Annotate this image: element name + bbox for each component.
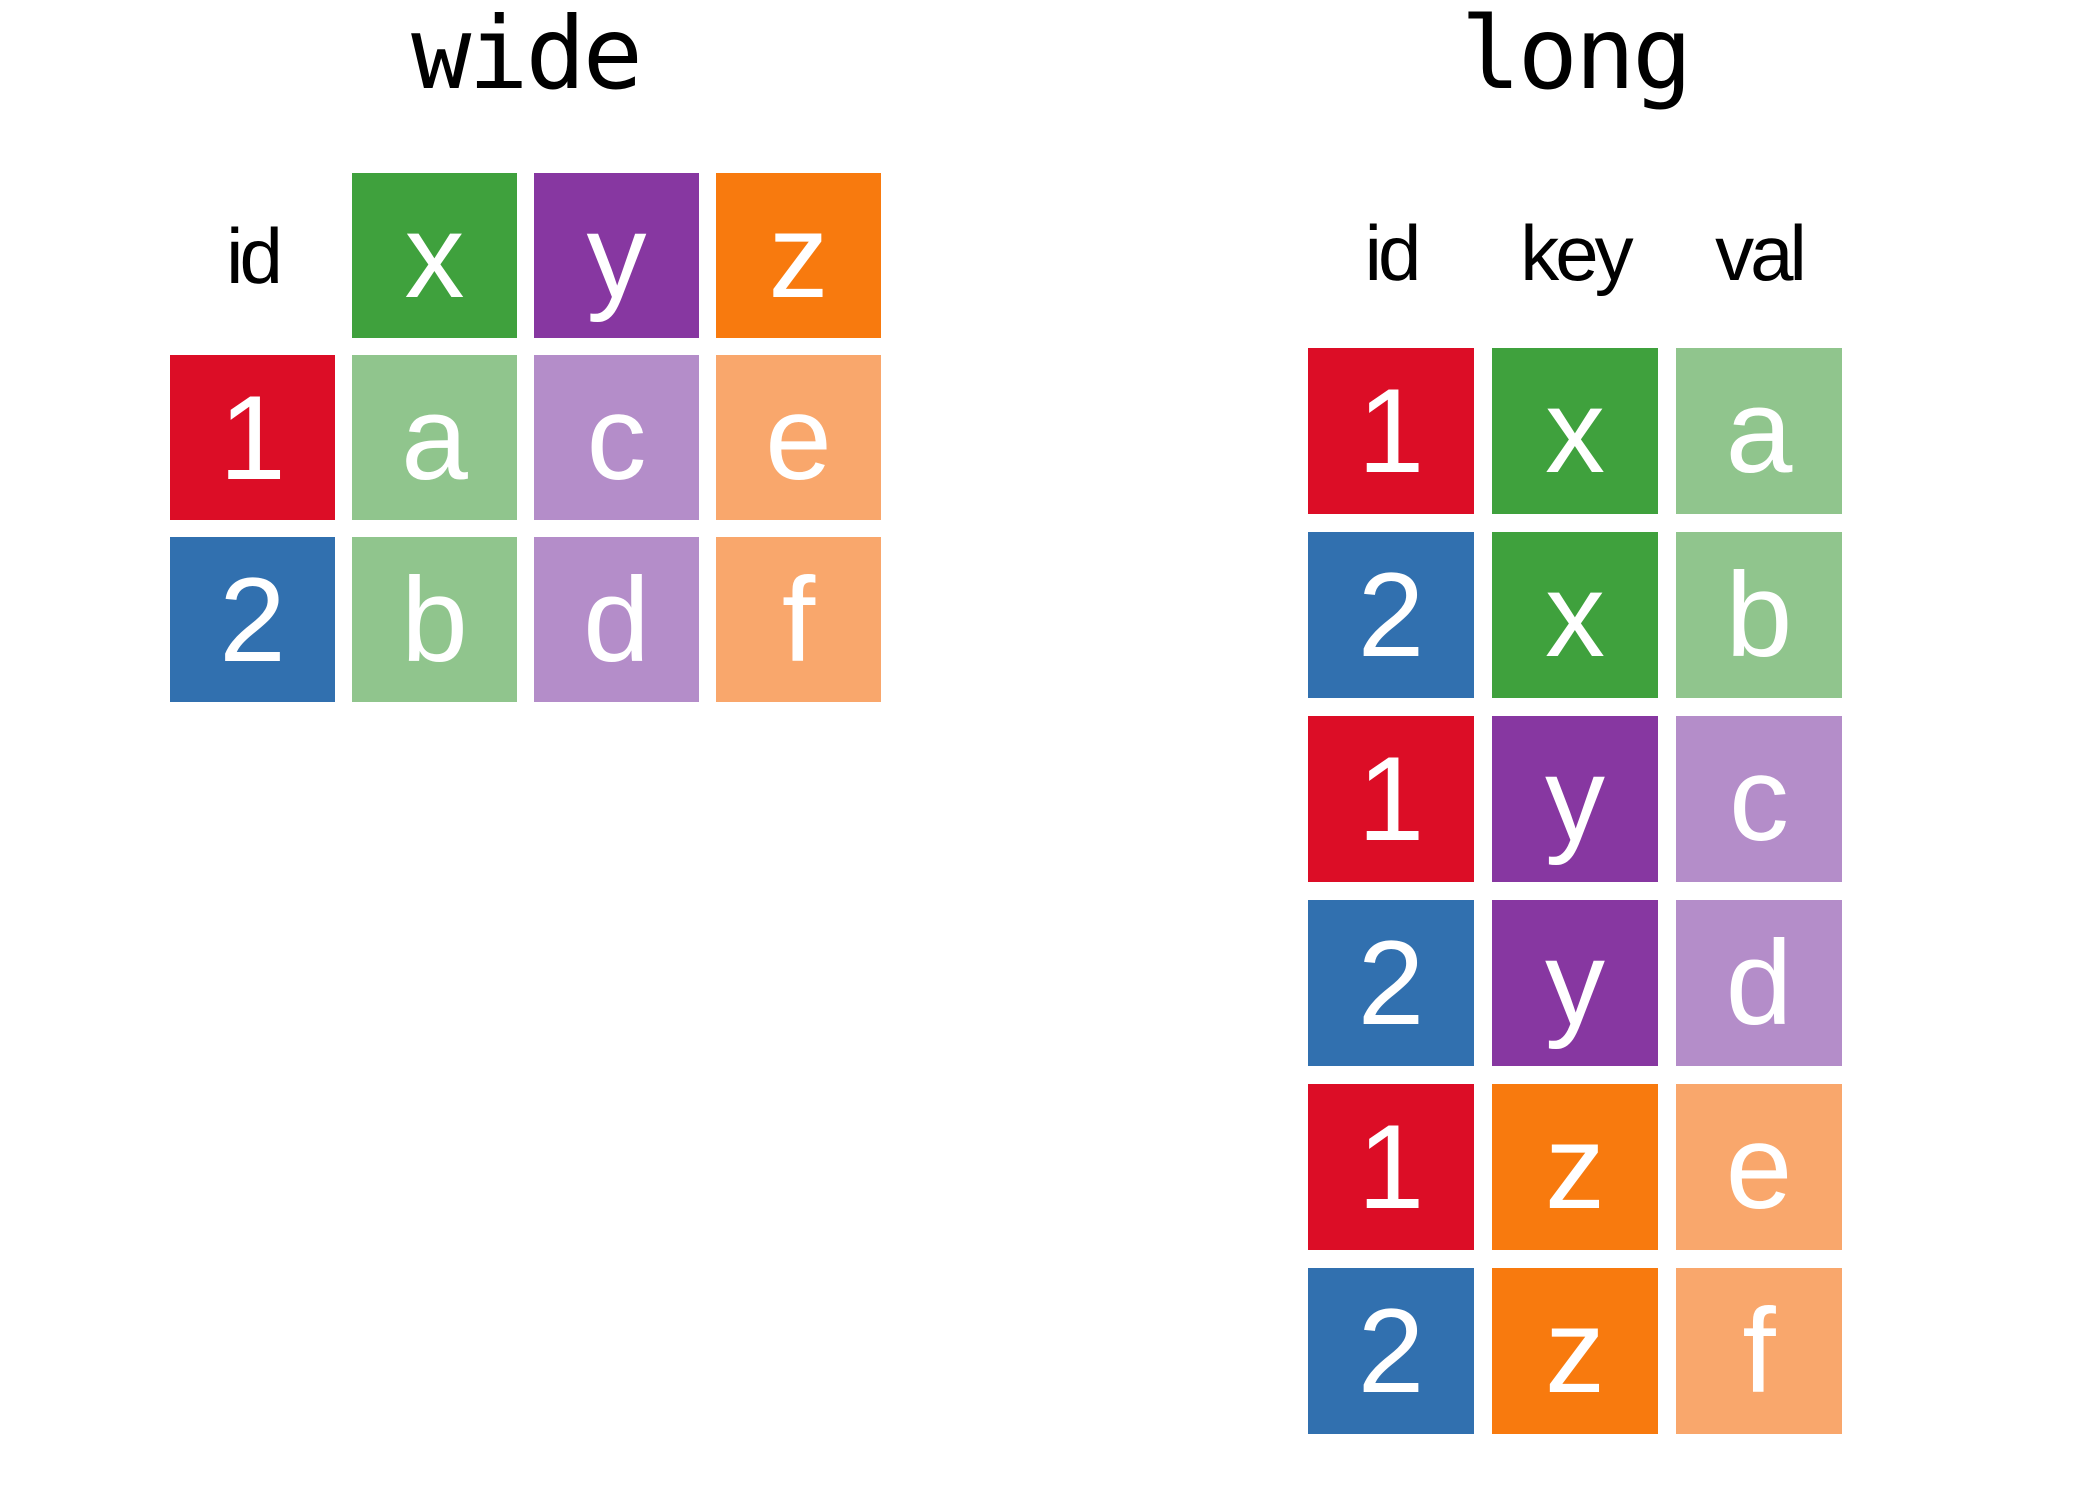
long-row6-val-cell: f [1676, 1268, 1842, 1434]
wide-table: id x y z 1 a c e 2 b d f [170, 173, 881, 702]
long-row5-id-cell: 1 [1308, 1084, 1474, 1250]
long-row5-key-cell: z [1492, 1084, 1658, 1250]
wide-row2-y-cell: d [534, 537, 699, 702]
wide-row2-z-cell: f [716, 537, 881, 702]
long-table-title: long [1460, 0, 1693, 112]
long-row1-id-cell: 1 [1308, 348, 1474, 514]
wide-row1-x-cell: a [352, 355, 517, 520]
wide-row2-id-cell: 2 [170, 537, 335, 702]
long-table: 1 x a 2 x b 1 y c 2 y d 1 z e 2 z f [1308, 348, 1842, 1434]
long-row4-key-cell: y [1492, 900, 1658, 1066]
long-row3-val-cell: c [1676, 716, 1842, 882]
long-row1-val-cell: a [1676, 348, 1842, 514]
wide-header-cell-y: y [534, 173, 699, 338]
long-row2-id-cell: 2 [1308, 532, 1474, 698]
wide-header-cell-z: z [716, 173, 881, 338]
wide-header-cell-x: x [352, 173, 517, 338]
long-row6-key-cell: z [1492, 1268, 1658, 1434]
long-row2-val-cell: b [1676, 532, 1842, 698]
long-header-key: key [1520, 209, 1633, 297]
wide-id-column-header: id [226, 211, 283, 300]
long-header-val: val [1715, 209, 1807, 297]
long-row2-key-cell: x [1492, 532, 1658, 698]
wide-row1-y-cell: c [534, 355, 699, 520]
long-row1-key-cell: x [1492, 348, 1658, 514]
wide-row2-x-cell: b [352, 537, 517, 702]
wide-row1-z-cell: e [716, 355, 881, 520]
wide-row1-id-cell: 1 [170, 355, 335, 520]
long-row6-id-cell: 2 [1308, 1268, 1474, 1434]
long-header-id: id [1364, 209, 1422, 297]
long-row4-id-cell: 2 [1308, 900, 1474, 1066]
long-row3-id-cell: 1 [1308, 716, 1474, 882]
long-row5-val-cell: e [1676, 1084, 1842, 1250]
long-row4-val-cell: d [1676, 900, 1842, 1066]
long-row3-key-cell: y [1492, 716, 1658, 882]
long-table-headers: id key val [1308, 204, 1842, 292]
wide-table-title: wide [411, 0, 643, 112]
